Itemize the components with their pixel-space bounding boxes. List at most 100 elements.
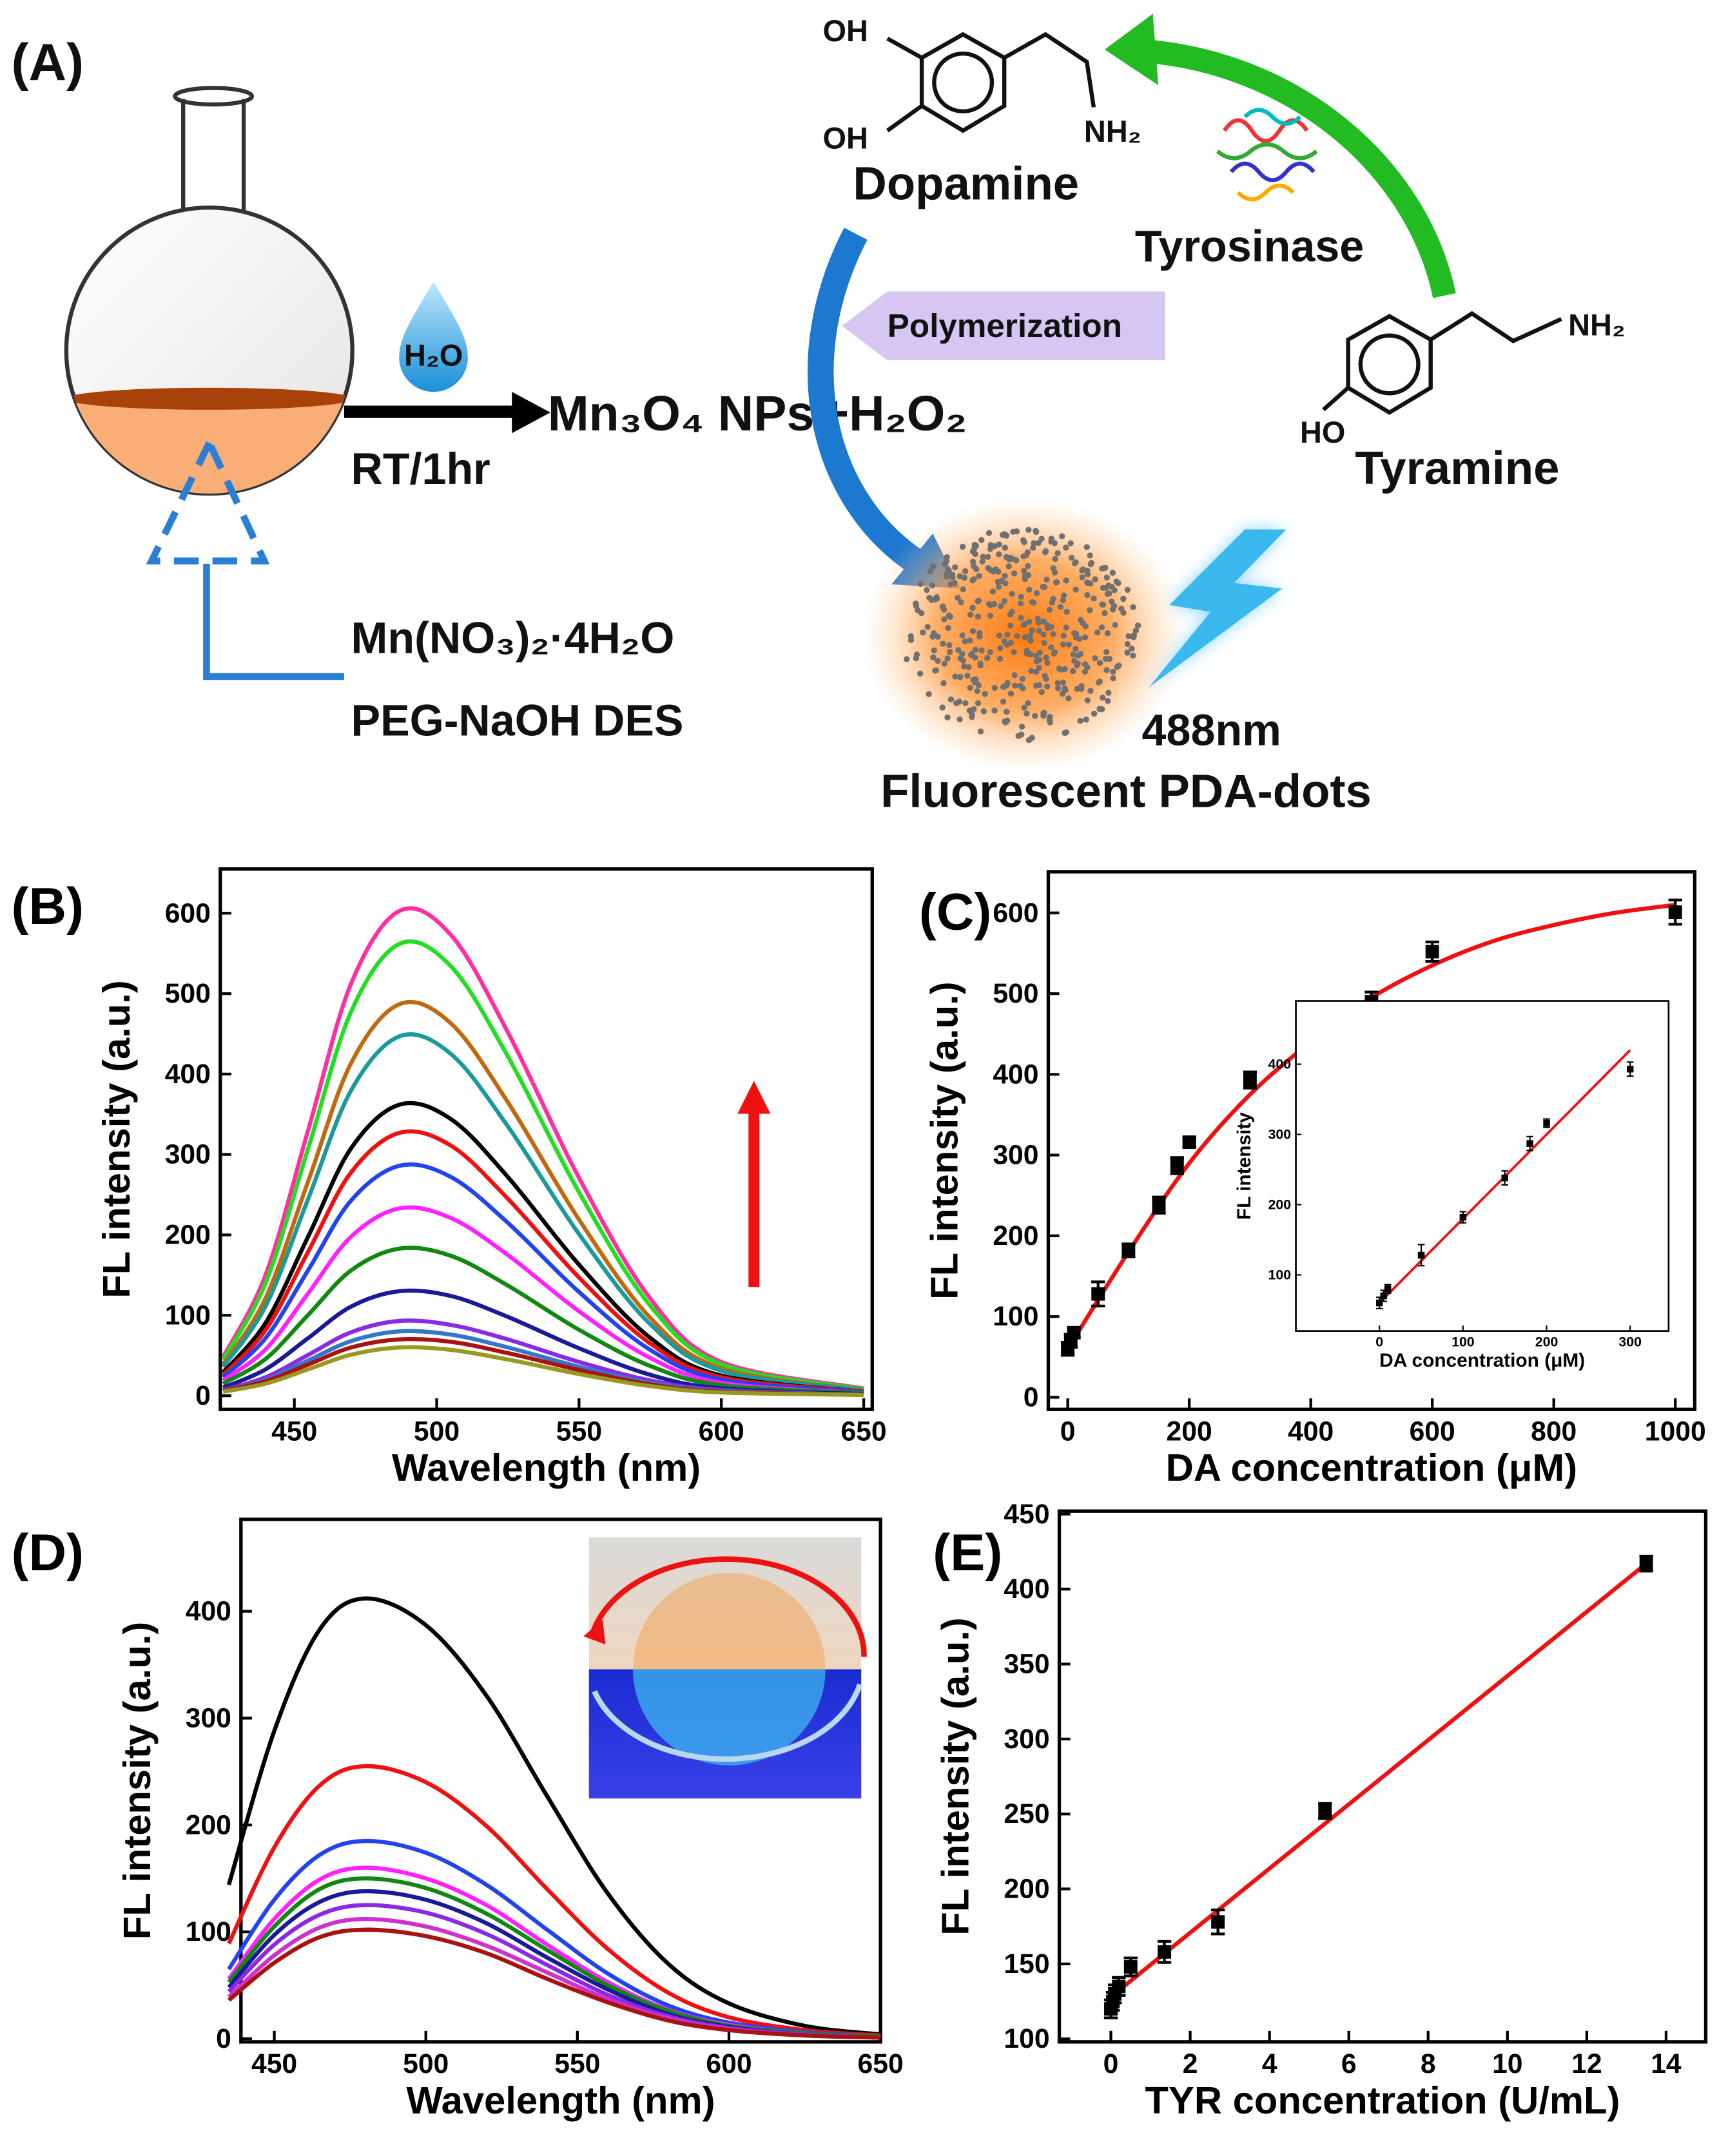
particle <box>982 691 988 697</box>
particle <box>958 599 964 606</box>
data-point <box>1384 1285 1392 1293</box>
particle <box>1009 555 1016 562</box>
spectrum-line <box>222 1205 864 1396</box>
particle <box>1096 660 1103 666</box>
particle <box>1084 697 1091 704</box>
particle <box>947 581 954 588</box>
particle <box>1063 544 1069 551</box>
particle <box>1036 628 1042 634</box>
particle <box>946 649 953 655</box>
increase-arrow <box>737 1081 771 1287</box>
particle <box>941 616 947 622</box>
particle <box>1130 652 1136 659</box>
x-tick-label: 8 <box>1421 2048 1436 2079</box>
y-tick-label: 0 <box>1024 1381 1039 1412</box>
particle <box>1054 685 1062 691</box>
spectrum-line <box>227 1876 881 2039</box>
particle <box>991 601 998 608</box>
particle <box>993 566 999 573</box>
particle <box>913 655 920 662</box>
particle <box>1070 668 1076 675</box>
particle <box>929 582 936 589</box>
particle <box>1094 630 1101 636</box>
y-axis-label: FL intensity <box>1234 1112 1255 1220</box>
oh-label: OH <box>822 121 868 155</box>
x-tick-label: 2 <box>1183 2048 1198 2079</box>
particle <box>1026 586 1033 593</box>
particle <box>939 704 946 711</box>
particle <box>1020 685 1026 691</box>
particle <box>1088 559 1095 566</box>
particle <box>1087 552 1093 559</box>
particle <box>998 577 1005 584</box>
particle <box>1010 528 1016 535</box>
x-tick-label: 500 <box>414 1416 460 1447</box>
particle <box>955 647 962 653</box>
particle <box>976 573 982 579</box>
particle <box>1040 583 1046 590</box>
particle <box>1025 563 1031 570</box>
data-point <box>1639 1557 1653 1571</box>
particle <box>1105 689 1112 696</box>
particle <box>1054 680 1061 686</box>
particle <box>1060 679 1067 686</box>
particle <box>1070 651 1076 658</box>
particle <box>913 602 920 609</box>
particle <box>980 553 987 560</box>
particle <box>1124 650 1131 656</box>
particle <box>1057 604 1064 610</box>
particle <box>1060 641 1067 648</box>
y-tick-label: 200 <box>1268 1197 1291 1213</box>
particle <box>984 553 991 560</box>
condition: RT/1hr <box>351 445 490 494</box>
particle <box>949 572 956 578</box>
particle <box>1110 668 1116 675</box>
particle <box>989 588 996 595</box>
particle <box>1077 651 1084 657</box>
particle <box>1060 632 1067 639</box>
spectrum-line <box>221 1032 864 1392</box>
y-axis-label: FL intensity (a.u.) <box>923 981 966 1300</box>
spectrum-line <box>222 1162 864 1395</box>
plot-frame <box>1046 870 1697 1411</box>
particle <box>1041 709 1047 716</box>
particle <box>979 558 985 565</box>
particle <box>1060 597 1066 604</box>
particle <box>1035 539 1042 546</box>
tyrosinase: Tyrosinase <box>1135 222 1364 271</box>
y-tick-label: 200 <box>186 1809 231 1840</box>
data-point <box>1626 1065 1634 1073</box>
data-point <box>1668 905 1682 919</box>
particle <box>991 684 998 691</box>
particle <box>952 564 958 571</box>
data-point <box>1543 1119 1550 1127</box>
particle <box>987 649 994 655</box>
emission-bolt <box>1149 529 1286 688</box>
particle <box>1103 649 1110 655</box>
x-tick-label: 0 <box>1103 2048 1119 2079</box>
particle <box>975 682 982 689</box>
particle <box>1102 610 1108 617</box>
y-tick-label: 100 <box>165 1300 211 1331</box>
y-tick-label: 300 <box>1004 1724 1049 1755</box>
particle <box>1000 698 1007 705</box>
particle <box>1031 599 1037 606</box>
data-point <box>1152 1198 1166 1212</box>
particle <box>1103 584 1110 591</box>
y-tick-label: 100 <box>1004 2023 1049 2054</box>
particle <box>1079 574 1085 581</box>
particle <box>1038 689 1045 695</box>
data-point <box>1459 1213 1467 1221</box>
x-axis-label: DA concentration (μM) <box>1166 1446 1577 1489</box>
x-tick-label: 550 <box>554 2048 600 2079</box>
particle <box>1000 684 1007 690</box>
x-tick-label: 600 <box>1410 1416 1455 1447</box>
panel-label: (C) <box>919 883 992 941</box>
data-point <box>1158 1945 1172 1959</box>
x-tick-label: 6 <box>1341 2048 1357 2079</box>
particle <box>952 673 958 680</box>
chart: (B) 0 100 200 300 400 500 600 450 500 550 600 650 Wav… <box>11 867 887 1489</box>
particle <box>1112 622 1118 628</box>
